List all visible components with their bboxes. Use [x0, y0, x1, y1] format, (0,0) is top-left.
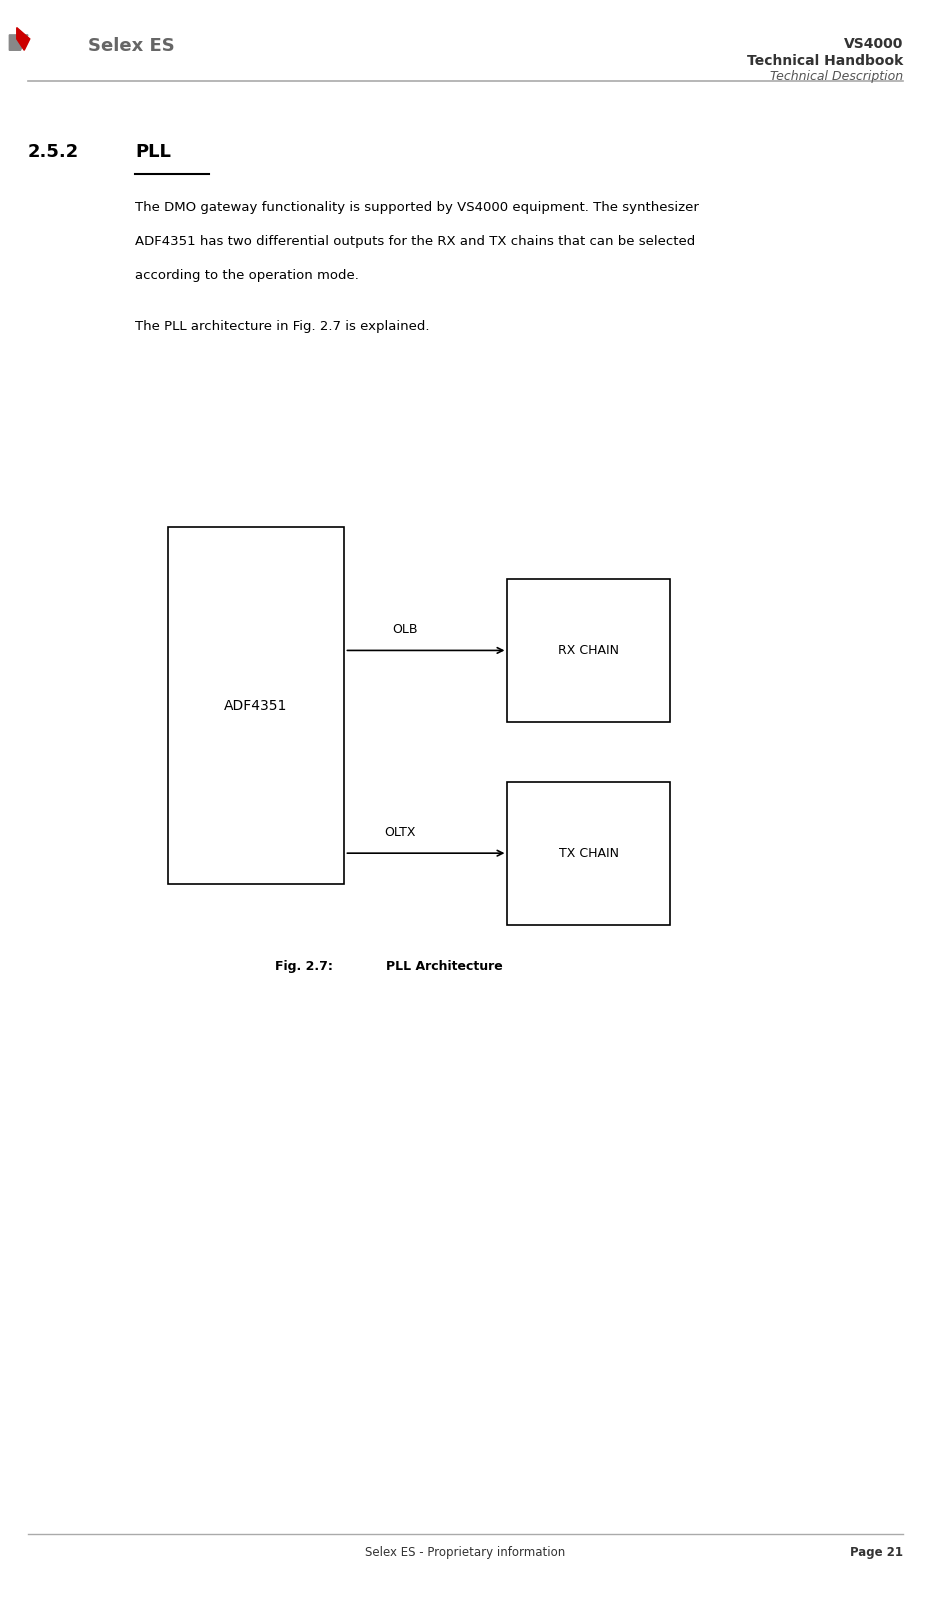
Text: Selex ES - Proprietary information: Selex ES - Proprietary information [365, 1546, 566, 1559]
Text: PLL Architecture: PLL Architecture [386, 960, 503, 973]
Text: PLL: PLL [135, 143, 171, 161]
Text: Technical Handbook: Technical Handbook [747, 54, 903, 68]
Text: ADF4351 has two differential outputs for the RX and TX chains that can be select: ADF4351 has two differential outputs for… [135, 235, 695, 248]
Text: Fig. 2.7:: Fig. 2.7: [275, 960, 332, 973]
Text: The DMO gateway functionality is supported by VS4000 equipment. The synthesizer: The DMO gateway functionality is support… [135, 201, 699, 214]
Polygon shape [17, 28, 30, 50]
Text: The PLL architecture in Fig. 2.7 is explained.: The PLL architecture in Fig. 2.7 is expl… [135, 320, 429, 333]
Text: ADF4351: ADF4351 [224, 699, 288, 712]
Polygon shape [9, 34, 28, 50]
Text: VS4000: VS4000 [843, 37, 903, 52]
Bar [507, 782, 670, 925]
Text: according to the operation mode.: according to the operation mode. [135, 269, 358, 282]
Bar [168, 527, 344, 884]
Text: Technical Description: Technical Description [770, 70, 903, 83]
Text: 2.5.2: 2.5.2 [28, 143, 79, 161]
Text: OLB: OLB [392, 623, 418, 636]
Text: Page 21: Page 21 [850, 1546, 903, 1559]
Text: RX CHAIN: RX CHAIN [559, 644, 619, 657]
Bar [507, 579, 670, 722]
Text: TX CHAIN: TX CHAIN [559, 847, 619, 860]
Text: Selex ES: Selex ES [88, 37, 175, 55]
Text: OLTX: OLTX [385, 826, 416, 839]
